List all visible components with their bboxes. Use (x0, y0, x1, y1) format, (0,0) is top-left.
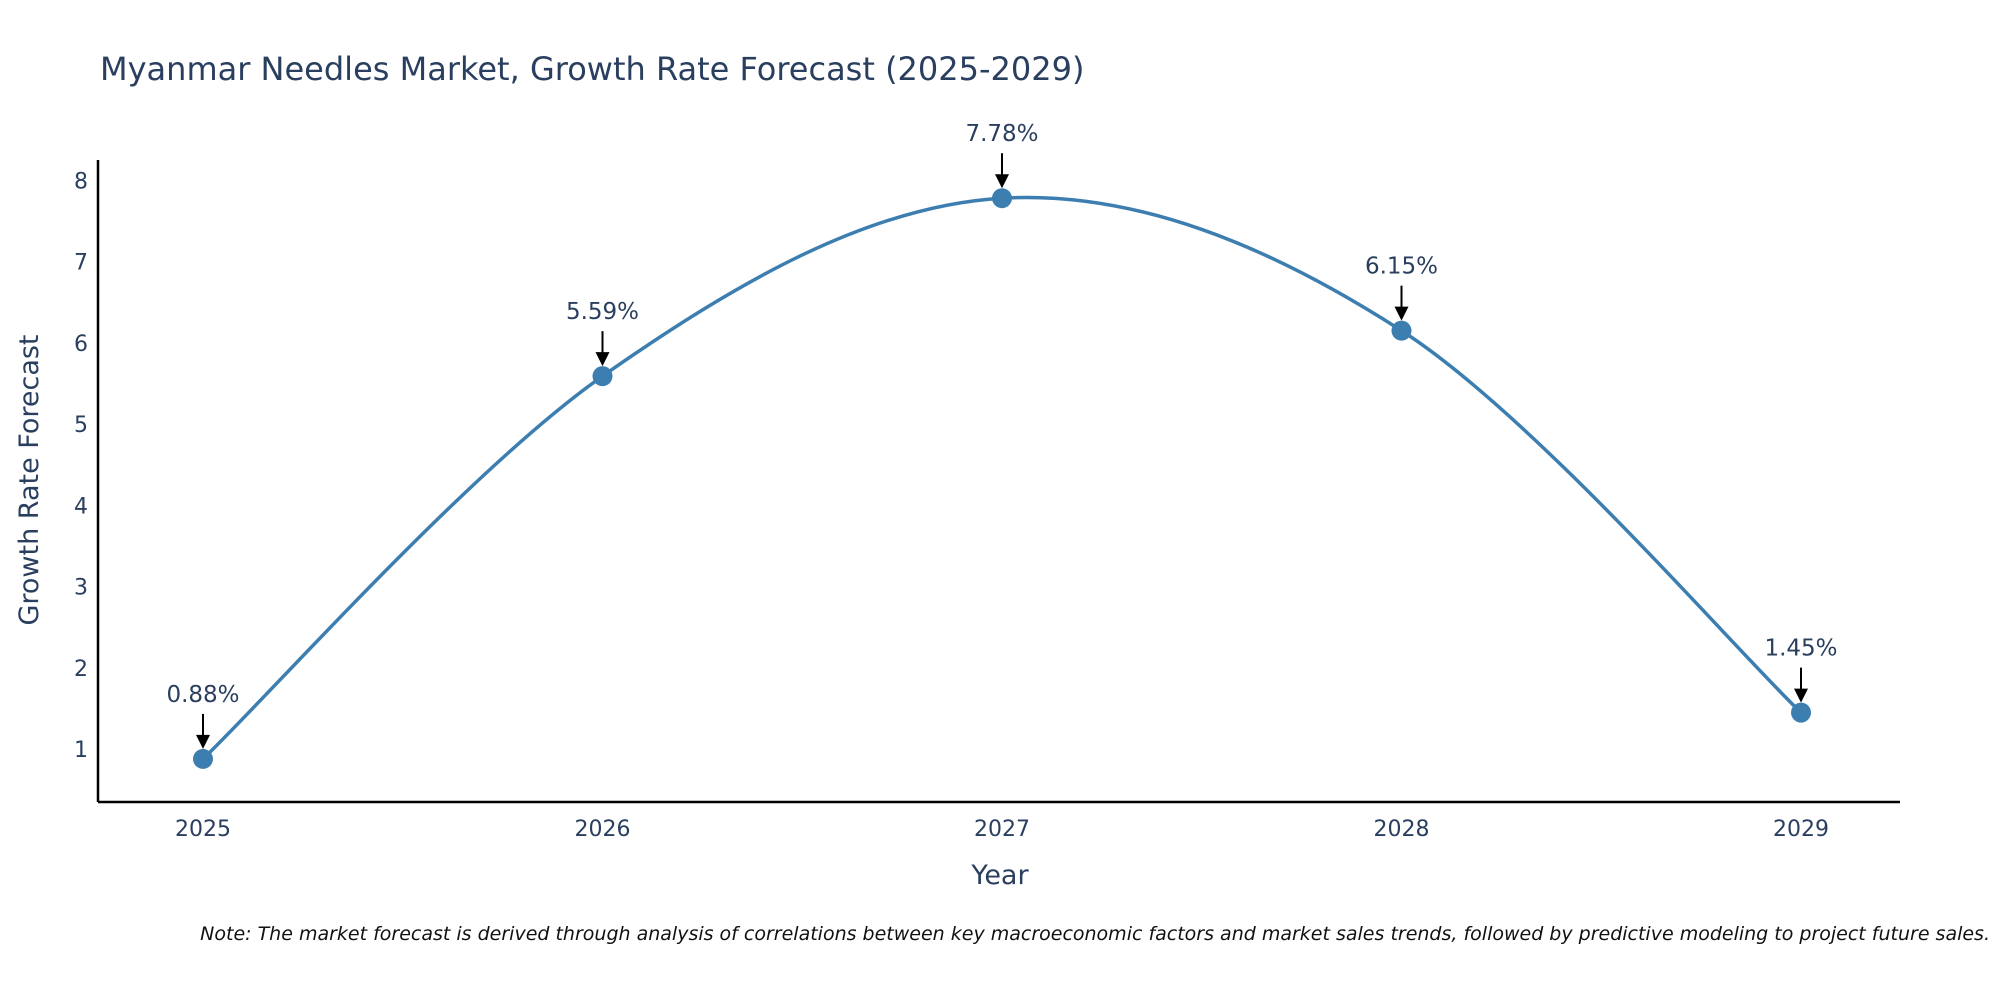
data-point-marker (193, 748, 213, 769)
annotation-label: 7.78% (965, 121, 1038, 147)
annotation-label: 6.15% (1365, 254, 1438, 280)
annotation-label: 5.59% (566, 299, 639, 325)
x-axis-ticks: 2025 2026 2027 2028 2029 (175, 817, 1829, 842)
annotation-arrow-head (196, 734, 210, 749)
x-tick-label: 2028 (1374, 817, 1430, 842)
y-tick-label: 3 (74, 576, 88, 601)
annotation-arrow-head (995, 174, 1009, 189)
x-tick-label: 2029 (1773, 817, 1829, 842)
y-tick-label: 7 (74, 251, 88, 276)
data-point-marker (992, 188, 1012, 209)
y-axis-label: Growth Rate Forecast (14, 334, 45, 625)
data-point-marker (592, 366, 613, 387)
annotation-label: 0.88% (166, 682, 239, 708)
y-tick-label: 6 (74, 332, 88, 357)
x-tick-label: 2026 (575, 817, 631, 842)
x-tick-label: 2027 (974, 817, 1030, 842)
y-tick-label: 5 (74, 413, 88, 438)
annotation-label: 1.45% (1764, 636, 1837, 662)
data-annotations: 0.88% 5.59% 7.78% 6.15% 1.45% (166, 121, 1838, 749)
x-axis-label: Year (970, 860, 1029, 891)
annotation-arrow-head (1794, 688, 1808, 703)
annotation-arrow-head (595, 352, 610, 367)
y-tick-label: 1 (74, 738, 88, 763)
x-tick-label: 2025 (175, 817, 231, 842)
series-line (201, 195, 1803, 761)
y-axis-ticks: 1 2 3 4 5 6 7 8 (74, 169, 88, 763)
data-points (193, 188, 1811, 769)
data-point-marker (1391, 320, 1412, 341)
data-point-marker (1791, 702, 1811, 723)
annotation-arrow-head (1394, 306, 1409, 321)
y-tick-label: 2 (74, 657, 88, 682)
chart-title: Myanmar Needles Market, Growth Rate Fore… (100, 50, 1084, 88)
y-tick-label: 8 (74, 169, 88, 194)
y-tick-label: 4 (74, 494, 88, 519)
footnote: Note: The market forecast is derived thr… (200, 923, 1990, 945)
